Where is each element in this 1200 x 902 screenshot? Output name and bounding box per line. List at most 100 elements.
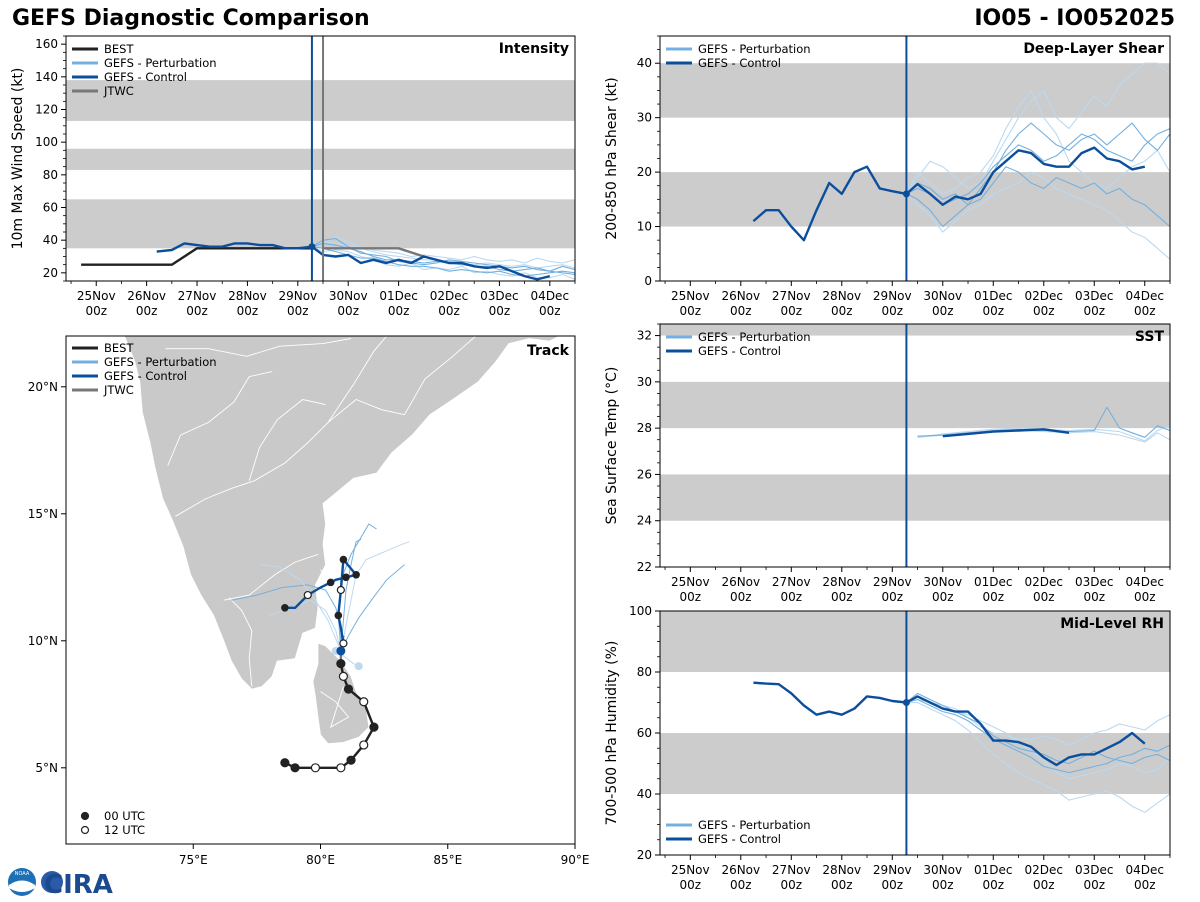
intensity-x-tick-label: 00z (237, 304, 259, 318)
best-track-point (359, 697, 369, 707)
rh-band (660, 611, 1170, 672)
shear-x-tick-label: 00z (1134, 304, 1156, 318)
intensity-x-tick-label: 00z (438, 304, 460, 318)
intensity-x-tick-label: 00z (388, 304, 410, 318)
intensity-x-tick-label: 26Nov (127, 289, 166, 303)
cira-logo: NOAA CIRA (6, 866, 116, 900)
shear-y-tick-label: 30 (637, 111, 652, 125)
intensity-x-tick-label: 00z (539, 304, 561, 318)
rh-x-tick-label: 00z (1083, 878, 1105, 892)
intensity-legend-label: JTWC (103, 84, 134, 98)
sst-x-tick-label: 03Dec (1075, 575, 1114, 589)
shear-x-tick-label: 29Nov (873, 289, 912, 303)
rh-series-group (753, 681, 1170, 813)
state-border (327, 336, 388, 423)
intensity-legend-label: BEST (104, 42, 134, 56)
sst-band (660, 381, 1170, 429)
intensity-x-tick-label: 04Dec (531, 289, 570, 303)
rh-x-tick-label: 02Dec (1025, 863, 1064, 877)
perturbation-track (340, 564, 405, 652)
intensity-x-tick-label: 30Nov (329, 289, 368, 303)
sst-x-tick-label: 00z (730, 590, 752, 604)
control-track-point (326, 578, 335, 587)
intensity-series-jtwc (323, 247, 425, 258)
shear-x-tick-label: 00z (982, 304, 1004, 318)
intensity-y-tick-label: 60 (43, 201, 58, 215)
shear-x-tick-label: 00z (680, 304, 702, 318)
intensity-legend-label: GEFS - Control (104, 70, 187, 84)
state-border (223, 553, 319, 601)
shear-y-tick-label: 20 (637, 165, 652, 179)
shear-legend-label: GEFS - Perturbation (698, 42, 811, 56)
best-track-point (310, 763, 321, 773)
shear-x-tick-label: 30Nov (923, 289, 962, 303)
intensity-x-tick-label: 00z (337, 304, 359, 318)
shear-panel-title: Deep-Layer Shear (1023, 41, 1164, 57)
best-track-point (343, 684, 354, 694)
track-x-tick-label: 90°E (561, 853, 590, 867)
control-track-point (339, 555, 348, 564)
sst-band (660, 474, 1170, 521)
control-track-point (303, 590, 312, 600)
shear-series-pert_light (905, 89, 1170, 195)
shear-x-tick-label: 00z (881, 304, 903, 318)
shear-x-tick-label: 03Dec (1075, 289, 1114, 303)
sst-x-tick-label: 26Nov (721, 575, 760, 589)
track-x-tick-label: 75°E (179, 853, 208, 867)
intensity-y-tick-label: 120 (35, 103, 58, 117)
track-marker-legend-symbol (80, 811, 90, 821)
shear-y-axis-label: 200-850 hPa Shear (kt) (604, 77, 620, 239)
rh-series-control (753, 681, 1146, 767)
shear-series-control (752, 146, 1146, 242)
sst-x-tick-label: 00z (1033, 590, 1055, 604)
shear-x-tick-label: 00z (1083, 304, 1105, 318)
intensity-x-tick-label: 25Nov (77, 289, 116, 303)
control-track-point (352, 570, 360, 579)
intensity-x-tick-label: 28Nov (228, 289, 267, 303)
sst-y-axis-label: Sea Surface Temp (°C) (604, 367, 620, 525)
track-x-tick-label: 80°E (306, 853, 335, 867)
track-panel-title: Track (527, 343, 570, 359)
track-y-tick-label: 15°N (28, 507, 58, 521)
shear-series-pert (906, 166, 1170, 228)
intensity-init-point (308, 243, 316, 251)
track-legend-label: BEST (104, 341, 134, 355)
sst-x-tick-label: 00z (932, 590, 954, 604)
control-track-point (336, 585, 345, 595)
rh-x-tick-label: 00z (982, 878, 1004, 892)
shear-series-pert_light (905, 62, 1170, 195)
intensity-panel-title: Intensity (499, 41, 569, 57)
sst-y-tick-label: 24 (637, 514, 652, 528)
rh-x-tick-label: 28Nov (822, 863, 861, 877)
track-y-tick-label: 5°N (35, 761, 58, 775)
rh-panel-title: Mid-Level RH (1060, 616, 1164, 632)
intensity-series-control (156, 242, 551, 281)
intensity-x-tick-label: 00z (489, 304, 511, 318)
perturbation-track (340, 541, 410, 652)
rh-y-tick-label: 40 (637, 787, 652, 801)
shear-band (660, 172, 1170, 227)
shear-y-tick-label: 10 (637, 220, 652, 234)
best-track-point (338, 671, 349, 681)
best-track-point (346, 755, 356, 765)
best-track-point (369, 722, 379, 732)
control-track-point (281, 603, 289, 612)
shear-x-tick-label: 27Nov (772, 289, 811, 303)
sst-x-tick-label: 25Nov (671, 575, 710, 589)
intensity-band (66, 199, 575, 249)
best-track-point (359, 740, 369, 750)
perturbation-track (259, 564, 342, 652)
rh-y-tick-label: 60 (637, 726, 652, 740)
shear-series-group (752, 62, 1170, 260)
shear-band (660, 63, 1170, 118)
shear-x-tick-label: 00z (1033, 304, 1055, 318)
shear-x-tick-label: 28Nov (822, 289, 861, 303)
sst-x-tick-label: 02Dec (1025, 575, 1064, 589)
sst-x-tick-label: 04Dec (1126, 575, 1165, 589)
intensity-x-tick-label: 27Nov (178, 289, 217, 303)
shear-x-tick-label: 02Dec (1025, 289, 1064, 303)
sst-x-tick-label: 29Nov (873, 575, 912, 589)
sst-x-tick-label: 27Nov (772, 575, 811, 589)
sst-frame (659, 323, 1171, 568)
shear-x-tick-label: 01Dec (974, 289, 1013, 303)
